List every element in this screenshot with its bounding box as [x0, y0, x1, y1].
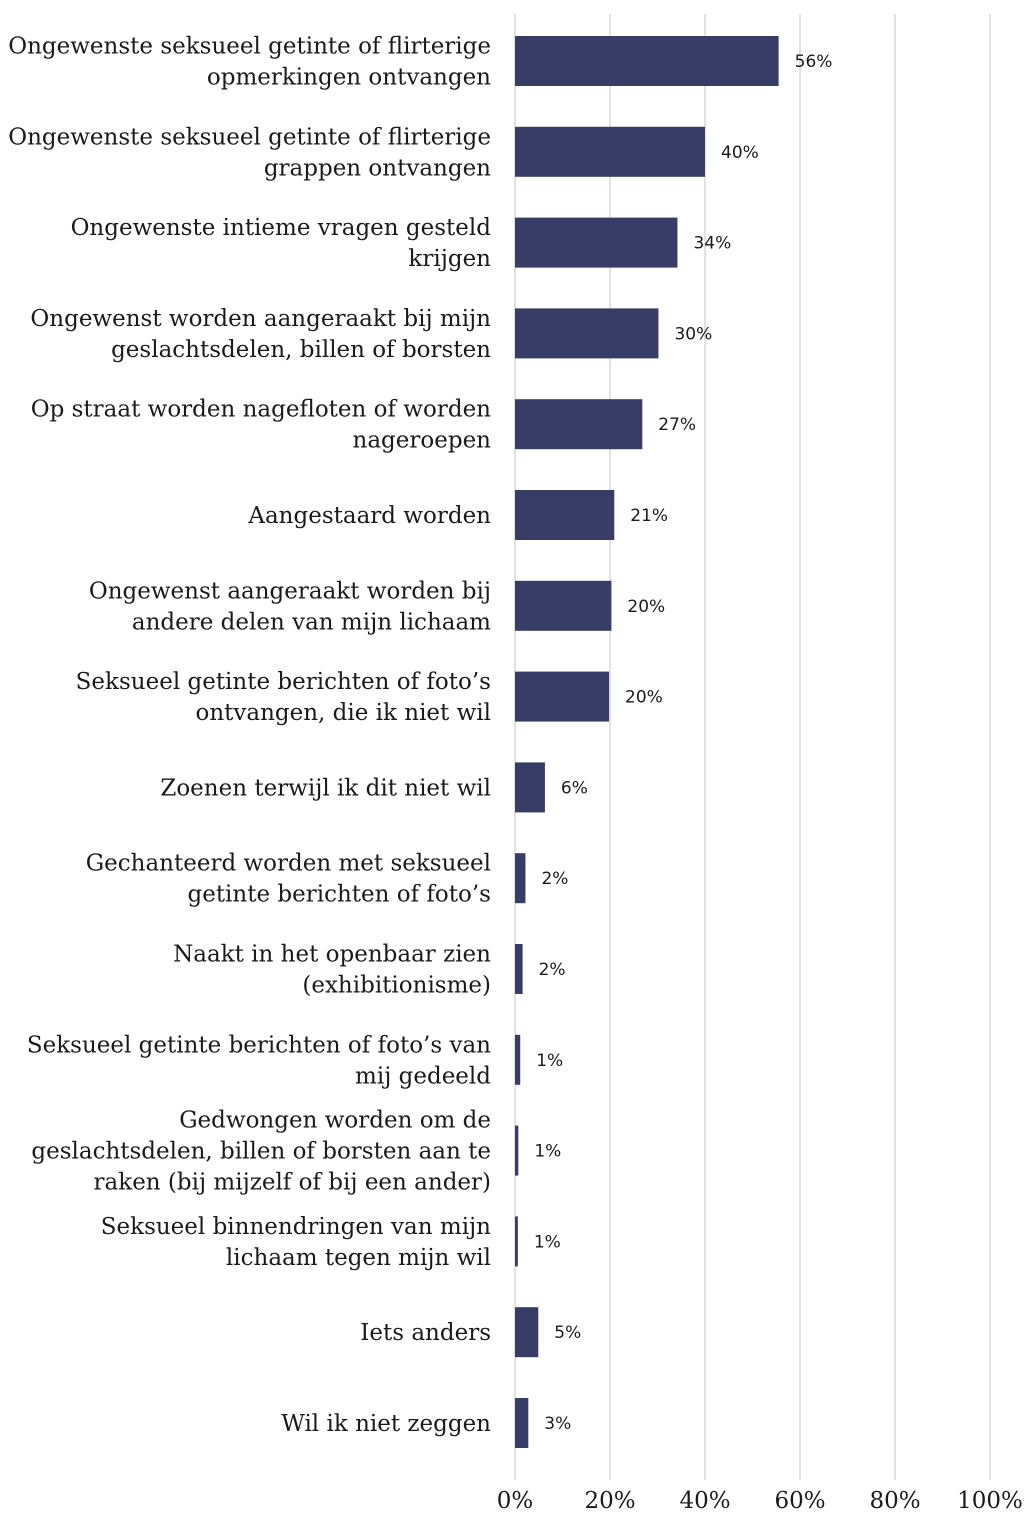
data-label: 20% — [627, 597, 665, 617]
bar — [515, 944, 523, 994]
data-label: 6% — [561, 778, 588, 798]
category-label-line: Op straat worden nagefloten of worden — [31, 397, 491, 423]
x-tick-label: 40% — [679, 1488, 730, 1511]
category-label-line: opmerkingen ontvangen — [207, 65, 491, 91]
category-label-line: Gedwongen worden om de — [179, 1108, 491, 1134]
x-tick-label: 100% — [957, 1488, 1023, 1511]
bar — [515, 1216, 518, 1267]
category-label-line: (exhibitionisme) — [302, 973, 491, 999]
category-label: Zoenen terwijl ik dit niet wil — [160, 775, 491, 801]
category-label-line: Iets anders — [360, 1320, 491, 1346]
category-label-line: Aangestaard worden — [247, 503, 491, 529]
category-label-line: nageroepen — [353, 428, 492, 454]
data-label: 1% — [534, 1142, 561, 1162]
bar — [515, 490, 615, 540]
category-label: Aangestaard worden — [247, 503, 491, 529]
category-label-line: Seksueel binnendringen van mijn — [101, 1214, 491, 1240]
category-label-line: Naakt in het openbaar zien — [173, 942, 491, 968]
category-label: Ongewenste intieme vragen gesteld krijgen — [71, 215, 492, 272]
data-label: 20% — [625, 688, 663, 708]
category-label-line: Gechanteerd worden met seksueel — [86, 851, 491, 877]
data-label: 3% — [544, 1414, 571, 1434]
category-label: Wil ik niet zeggen — [281, 1411, 491, 1437]
data-label: 27% — [658, 415, 696, 435]
bar — [515, 1307, 539, 1358]
bar — [515, 126, 705, 177]
x-tick-label: 20% — [584, 1488, 635, 1511]
data-label: 30% — [674, 324, 712, 344]
category-label: Gechanteerd worden met seksueel getinte b… — [86, 851, 491, 908]
x-tick-label: 60% — [774, 1488, 825, 1511]
category-label-line: ontvangen, die ik niet wil — [195, 700, 491, 726]
tick-layer: 0% 20% 40% 60% 80% 100% — [497, 1488, 1023, 1514]
category-label-line: andere delen van mijn lichaam — [132, 609, 491, 635]
category-label: Op straat worden nagefloten of worden nag… — [31, 397, 491, 454]
data-label: 21% — [630, 506, 668, 526]
data-label: 40% — [721, 143, 759, 163]
category-label: Ongewenst aangeraakt worden bij andere de… — [89, 578, 491, 635]
category-label-line: Ongewenst aangeraakt worden bij — [89, 578, 491, 604]
category-label: Seksueel getinte berichten of foto’s van… — [27, 1032, 491, 1089]
category-label: Naakt in het openbaar zien (exhibitionism… — [173, 942, 491, 999]
bar — [515, 853, 526, 904]
category-label-line: Seksueel getinte berichten of foto’s — [76, 669, 491, 695]
label-layer: 56% Ongewenste seksueel getinte of flirte… — [8, 34, 832, 1438]
bar-layer — [515, 36, 779, 1448]
bar — [515, 762, 545, 813]
x-tick-label: 80% — [869, 1488, 920, 1511]
bar — [515, 36, 779, 86]
category-label-line: raken (bij mijzelf of bij een ander) — [94, 1170, 491, 1196]
bar — [515, 580, 612, 631]
bar — [515, 399, 643, 450]
data-label: 56% — [795, 52, 833, 72]
category-label: Ongewenste seksueel getinte of flirterig… — [8, 124, 491, 181]
category-label-line: Zoenen terwijl ik dit niet wil — [160, 775, 491, 801]
category-label: Ongewenste seksueel getinte of flirterig… — [8, 34, 491, 91]
data-label: 1% — [534, 1232, 561, 1252]
data-label: 34% — [693, 234, 731, 254]
category-label-line: mij gedeeld — [355, 1063, 491, 1089]
category-label-line: getinte berichten of foto’s — [187, 882, 491, 908]
category-label-line: geslachtsdelen, billen of borsten — [111, 337, 491, 363]
x-tick-label: 0% — [497, 1488, 534, 1511]
bar — [515, 1125, 519, 1176]
bar — [515, 308, 659, 359]
bar — [515, 1398, 529, 1448]
category-label-line: geslachtsdelen, billen of borsten aan te — [31, 1139, 491, 1165]
category-label-line: Ongewenste intieme vragen gesteld — [71, 215, 492, 241]
category-label-line: Seksueel getinte berichten of foto’s van — [27, 1032, 491, 1058]
category-label-line: Ongewenst worden aangeraakt bij mijn — [30, 306, 491, 332]
bar — [515, 1034, 521, 1085]
category-label-line: lichaam tegen mijn wil — [226, 1245, 491, 1271]
data-label: 2% — [539, 960, 566, 980]
data-label: 1% — [536, 1051, 563, 1071]
category-label: Gedwongen worden om de geslachtsdelen, bi… — [31, 1108, 491, 1196]
category-label: Ongewenst worden aangeraakt bij mijn gesl… — [30, 306, 491, 363]
category-label-line: Ongewenste seksueel getinte of flirterig… — [8, 124, 491, 150]
data-label: 5% — [554, 1323, 581, 1343]
category-label: Seksueel binnendringen van mijn lichaam t… — [101, 1214, 491, 1271]
bar — [515, 671, 610, 722]
category-label-line: grappen ontvangen — [264, 155, 491, 181]
category-label: Iets anders — [360, 1320, 491, 1346]
category-label-line: Ongewenste seksueel getinte of flirterig… — [8, 34, 491, 60]
category-label-line: Wil ik niet zeggen — [281, 1411, 491, 1437]
category-label-line: krijgen — [408, 246, 491, 272]
data-label: 2% — [541, 869, 568, 889]
category-label: Seksueel getinte berichten of foto’s ontv… — [76, 669, 491, 726]
bar — [515, 217, 678, 268]
